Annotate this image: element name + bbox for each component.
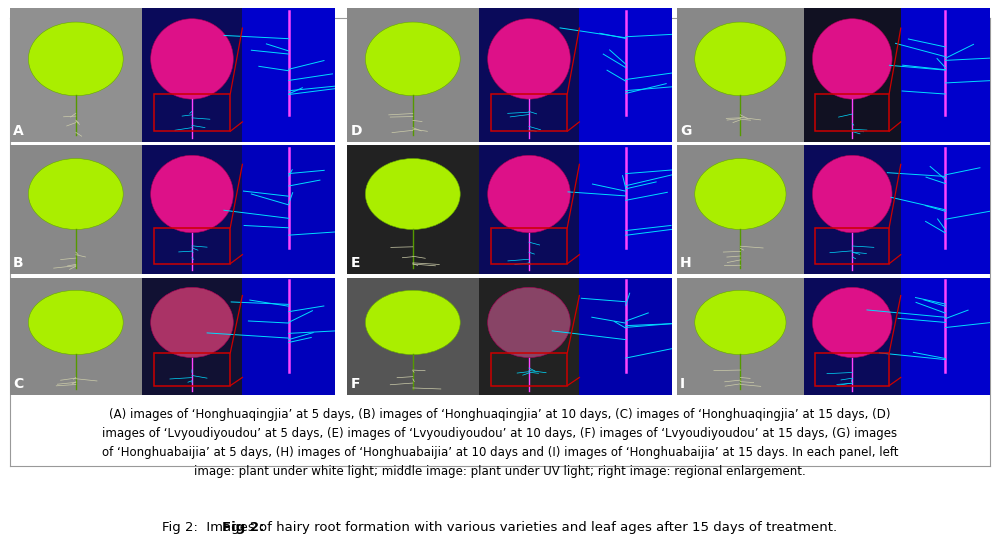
Text: C: C <box>13 378 24 391</box>
Text: A: A <box>13 124 24 138</box>
Ellipse shape <box>488 288 570 358</box>
Ellipse shape <box>812 288 892 358</box>
Bar <box>479 145 579 274</box>
Text: F: F <box>350 378 360 391</box>
Ellipse shape <box>488 155 570 233</box>
Bar <box>142 8 242 142</box>
Bar <box>804 8 901 142</box>
Bar <box>242 278 335 395</box>
Bar <box>10 278 142 395</box>
Bar <box>804 278 901 395</box>
Ellipse shape <box>28 290 123 354</box>
Bar <box>479 278 579 395</box>
Ellipse shape <box>695 22 786 95</box>
Ellipse shape <box>151 155 233 233</box>
Bar <box>154 353 230 386</box>
Bar <box>815 94 889 131</box>
Ellipse shape <box>812 19 892 99</box>
Text: G: G <box>680 124 692 138</box>
Bar <box>142 278 242 395</box>
Bar <box>154 227 230 264</box>
Bar <box>10 145 142 274</box>
Bar <box>242 8 335 142</box>
Bar <box>901 145 990 274</box>
Bar <box>901 8 990 142</box>
Bar <box>491 94 567 131</box>
Bar <box>347 8 479 142</box>
Bar <box>242 145 335 274</box>
Ellipse shape <box>488 19 570 99</box>
Bar <box>491 227 567 264</box>
Ellipse shape <box>151 288 233 358</box>
Bar <box>901 278 990 395</box>
Text: Fig 2:  Images of hairy root formation with various varieties and leaf ages afte: Fig 2: Images of hairy root formation wi… <box>162 521 838 534</box>
Ellipse shape <box>812 155 892 233</box>
Text: B: B <box>13 256 24 270</box>
Bar <box>815 227 889 264</box>
Bar <box>154 94 230 131</box>
Text: E: E <box>350 256 360 270</box>
Text: D: D <box>350 124 362 138</box>
Bar <box>579 145 672 274</box>
Bar <box>579 8 672 142</box>
Bar <box>677 278 804 395</box>
Bar <box>479 8 579 142</box>
Ellipse shape <box>28 22 123 95</box>
Bar <box>347 145 479 274</box>
Ellipse shape <box>695 158 786 230</box>
Ellipse shape <box>28 158 123 230</box>
Bar <box>491 353 567 386</box>
Bar <box>10 8 142 142</box>
Ellipse shape <box>695 290 786 354</box>
Bar <box>579 278 672 395</box>
Bar <box>815 353 889 386</box>
Bar <box>804 145 901 274</box>
Bar <box>347 278 479 395</box>
Text: (A) images of ‘Honghuaqingjia’ at 5 days, (B) images of ‘Honghuaqingjia’ at 10 d: (A) images of ‘Honghuaqingjia’ at 5 days… <box>102 408 898 478</box>
Ellipse shape <box>365 290 460 354</box>
Ellipse shape <box>365 22 460 95</box>
Bar <box>677 145 804 274</box>
Bar <box>142 145 242 274</box>
Text: H: H <box>680 256 692 270</box>
Ellipse shape <box>151 19 233 99</box>
Ellipse shape <box>365 158 460 230</box>
Text: I: I <box>680 378 685 391</box>
Text: Fig 2:: Fig 2: <box>222 521 265 534</box>
Bar <box>677 8 804 142</box>
